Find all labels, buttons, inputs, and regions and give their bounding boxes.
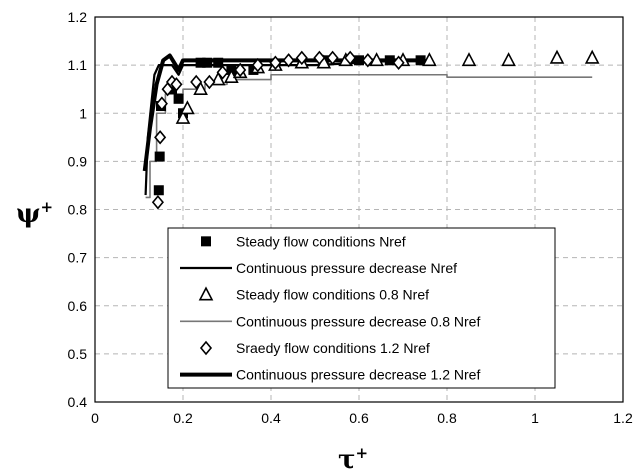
data-line	[144, 59, 430, 196]
x-tick-label: 0.8	[437, 410, 457, 426]
data-point	[501, 52, 516, 67]
x-tick-label: 0.6	[349, 410, 369, 426]
data-point	[295, 50, 308, 66]
data-point	[180, 100, 195, 115]
y-tick-label: 0.4	[68, 394, 88, 410]
data-point	[461, 52, 477, 67]
legend-label: Sraedy flow conditions 1.2 Nref	[236, 340, 430, 356]
series-layer	[142, 49, 600, 210]
data-point	[203, 74, 216, 90]
series-markers-0	[153, 55, 426, 196]
data-point	[344, 50, 357, 66]
y-tick-label: 0.7	[68, 250, 88, 266]
series-line-1	[144, 59, 430, 196]
data-point	[269, 55, 282, 70]
y-tick-label: 1.2	[68, 9, 88, 25]
data-point	[415, 55, 426, 66]
legend-label: Continuous pressure decrease 0.8 Nref	[236, 313, 480, 329]
legend-label: Continuous pressure decrease 1.2 Nref	[236, 367, 480, 383]
data-point	[193, 80, 208, 95]
data-point	[234, 62, 247, 78]
series-markers-2	[175, 49, 600, 124]
data-point	[173, 93, 184, 104]
data-point	[584, 49, 600, 64]
data-point	[384, 55, 395, 66]
x-tick-label: 0	[91, 410, 99, 426]
data-point	[549, 49, 565, 64]
y-axis-title: ψ+	[16, 198, 53, 229]
legend-marker	[198, 286, 214, 301]
legend-label: Steady flow conditions 0.8 Nref	[236, 287, 429, 303]
data-point	[392, 55, 405, 70]
data-point	[153, 185, 164, 196]
data-point	[151, 195, 164, 210]
y-tick-label: 0.5	[68, 346, 88, 362]
data-point	[361, 53, 374, 68]
y-tick-label: 0.6	[68, 298, 88, 314]
plot-area	[94, 16, 624, 403]
y-tick-label: 1.1	[68, 57, 88, 73]
x-axis-title: τ+	[338, 444, 368, 475]
series-markers-4	[151, 50, 405, 210]
legend-box	[167, 227, 556, 389]
legend-label: Continuous pressure decrease Nref	[236, 260, 457, 276]
data-point	[155, 96, 168, 111]
x-tick-label: 1	[531, 410, 539, 426]
data-point	[422, 52, 437, 67]
y-tick-label: 0.9	[68, 153, 88, 169]
data-point	[369, 52, 384, 67]
legend-marker	[201, 236, 211, 247]
data-point	[154, 130, 167, 145]
data-point	[195, 57, 206, 68]
y-tick-label: 1	[79, 105, 87, 121]
data-point	[354, 55, 364, 66]
legend-label: Steady flow conditions Nref	[236, 233, 406, 249]
legend: Steady flow conditions Nref Continuous pr…	[167, 227, 556, 389]
x-tick-label: 0.2	[173, 410, 193, 426]
x-tick-label: 0.4	[261, 410, 281, 426]
data-point	[251, 57, 264, 73]
data-point	[216, 65, 229, 80]
data-point	[326, 50, 339, 66]
data-point	[213, 57, 224, 68]
data-line	[145, 73, 593, 199]
series-line-3	[145, 73, 593, 199]
ticks: 0 0.2 0.4 0.6 0.8 1 1.2 0.4 0.5 0.6 0.7 0.8 0.9 1 1.1 1…	[68, 9, 633, 426]
data-point	[190, 74, 203, 90]
data-point	[313, 50, 326, 66]
y-tick-label: 0.8	[68, 202, 88, 218]
x-tick-label: 1.2	[613, 410, 633, 426]
legend-marker	[199, 340, 213, 356]
data-point	[154, 151, 165, 162]
data-point	[170, 77, 183, 92]
data-point	[175, 109, 191, 124]
data-point	[282, 53, 295, 68]
data-point	[202, 57, 213, 68]
